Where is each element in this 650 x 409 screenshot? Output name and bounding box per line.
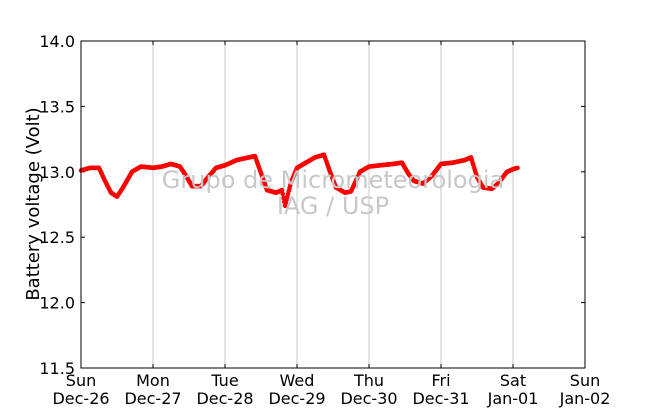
x-tick-day: Sat: [500, 371, 526, 390]
x-tick-day: Sun: [570, 371, 600, 390]
x-tick-date: Dec-26: [52, 389, 109, 408]
data-series: [78, 152, 520, 209]
x-tick-date: Jan-02: [559, 389, 611, 408]
x-tick-day: Mon: [136, 371, 170, 390]
y-tick-label: 12.5: [39, 228, 75, 247]
y-tick-label: 13.0: [39, 163, 75, 182]
x-tick-date: Dec-28: [196, 389, 253, 408]
x-tick-date: Dec-27: [124, 389, 181, 408]
watermark-line-1: Grupo de Micrometeorologia: [162, 166, 504, 194]
x-tick-day: Tue: [210, 371, 238, 390]
x-tick-date: Dec-31: [412, 389, 469, 408]
x-tick-date: Dec-29: [268, 389, 325, 408]
x-tick-day: Wed: [280, 371, 315, 390]
x-tick-date: Jan-01: [487, 389, 539, 408]
data-point: [280, 191, 286, 197]
x-tick-day: Thu: [353, 371, 384, 390]
x-tick-day: Sun: [66, 371, 96, 390]
y-tick-labels: 11.5 12.0 12.5 13.0 13.5 14.0: [39, 32, 75, 378]
y-tick-label: 11.5: [39, 359, 75, 378]
plot-frame: [80, 40, 586, 369]
y-tick-label: 13.5: [39, 97, 75, 116]
x-tick-date: Dec-30: [340, 389, 397, 408]
plot-area: [81, 41, 585, 368]
y-axis-label: Battery voltage (Volt): [23, 107, 44, 300]
watermark-line-2: IAG / USP: [277, 192, 389, 220]
vertical-gridlines: [152, 41, 514, 368]
data-point: [279, 187, 285, 193]
y-tick-label: 12.0: [39, 294, 75, 313]
data-point: [515, 165, 520, 171]
x-tick-day: Fri: [431, 371, 450, 390]
y-tick-label: 14.0: [39, 32, 75, 51]
x-tick-labels: SunDec-26MonDec-27TueDec-28WedDec-29ThuD…: [52, 371, 610, 408]
